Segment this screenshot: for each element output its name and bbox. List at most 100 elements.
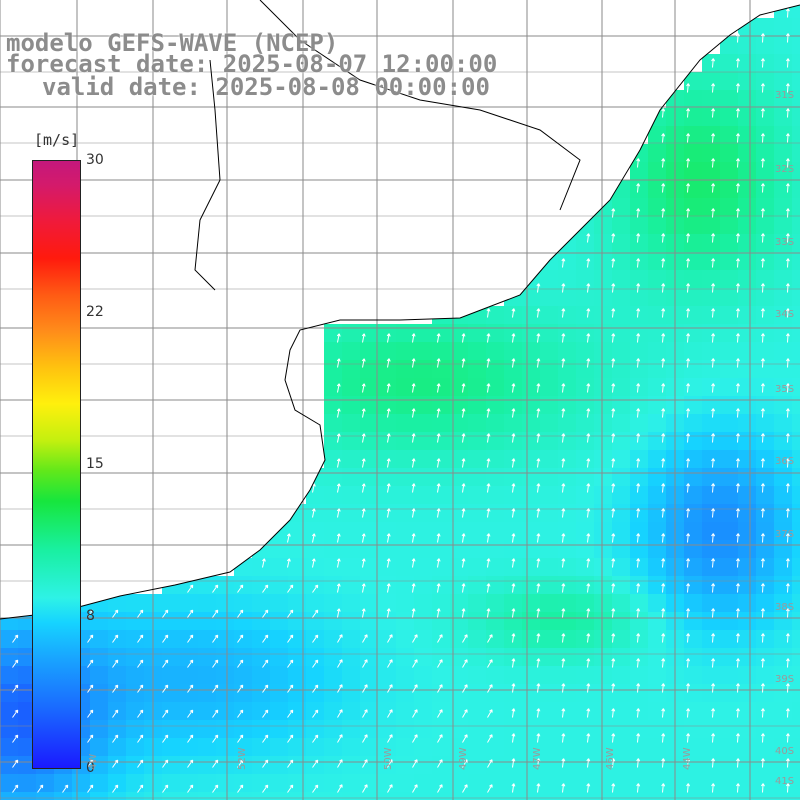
wind-speed-cell: [738, 54, 757, 73]
wind-speed-cell: [738, 36, 757, 55]
wind-arrow: [212, 634, 219, 643]
wind-arrow: [461, 358, 466, 368]
wind-speed-cell: [558, 324, 577, 343]
wind-arrow: [212, 709, 219, 718]
wind-arrow: [636, 408, 641, 418]
wind-speed-cell: [396, 648, 415, 667]
latitude-label: 39S: [775, 674, 795, 685]
wind-speed-cell: [720, 504, 739, 523]
wind-arrow: [336, 458, 341, 468]
wind-speed-cell: [324, 342, 343, 361]
wind-speed-cell: [108, 666, 127, 685]
wind-speed-cell: [756, 450, 775, 469]
wind-speed-cell: [792, 468, 800, 487]
wind-speed-cell: [684, 738, 703, 757]
wind-arrow: [735, 283, 740, 293]
wind-speed-cell: [594, 216, 613, 235]
wind-speed-cell: [360, 414, 379, 433]
wind-speed-cell: [450, 738, 469, 757]
wind-speed-cell: [648, 612, 667, 631]
wind-speed-cell: [774, 216, 793, 235]
wind-arrow: [461, 583, 466, 593]
wind-arrow: [437, 634, 443, 643]
wind-speed-cell: [738, 432, 757, 451]
wind-speed-cell: [504, 558, 523, 577]
wind-speed-cell: [522, 792, 541, 800]
wind-speed-cell: [630, 306, 649, 325]
wind-arrow: [336, 608, 341, 618]
wind-speed-cell: [612, 198, 631, 217]
wind-speed-cell: [738, 180, 757, 199]
wind-speed-cell: [738, 576, 757, 595]
wind-arrow: [386, 433, 391, 443]
wind-speed-cell: [576, 774, 595, 793]
wind-speed-cell: [558, 288, 577, 307]
wind-speed-cell: [720, 558, 739, 577]
wind-speed-cell: [738, 234, 757, 253]
wind-speed-cell: [540, 324, 559, 343]
wind-arrow: [735, 683, 740, 693]
latitude-label: 40S: [775, 746, 795, 757]
wind-arrow: [486, 358, 491, 368]
wind-arrow: [785, 33, 790, 43]
wind-arrow: [586, 358, 591, 368]
wind-speed-cell: [324, 522, 343, 541]
wind-speed-cell: [54, 774, 73, 793]
wind-speed-cell: [702, 396, 721, 415]
wind-arrow: [785, 483, 790, 493]
wind-speed-cell: [792, 540, 800, 559]
wind-speed-cell: [216, 702, 235, 721]
wind-arrow: [287, 634, 294, 643]
wind-arrow: [760, 58, 765, 68]
wind-speed-cell: [792, 342, 800, 361]
wind-arrow: [536, 508, 541, 518]
wind-arrow: [760, 783, 765, 793]
wind-speed-cell: [702, 684, 721, 703]
wind-speed-cell: [756, 360, 775, 379]
wind-speed-cell: [738, 774, 757, 793]
wind-arrow: [586, 758, 591, 768]
wind-speed-cell: [702, 432, 721, 451]
wind-arrow: [785, 383, 790, 393]
wind-speed-cell: [486, 738, 505, 757]
wind-arrow: [262, 584, 269, 593]
wind-speed-cell: [450, 630, 469, 649]
wind-arrow: [511, 558, 516, 568]
wind-speed-cell: [432, 378, 451, 397]
wind-speed-cell: [684, 342, 703, 361]
wind-speed-cell: [648, 666, 667, 685]
wind-speed-cell: [378, 792, 397, 800]
wind-speed-cell: [792, 288, 800, 307]
wind-arrow: [586, 383, 591, 393]
wind-speed-cell: [576, 702, 595, 721]
wind-speed-cell: [540, 540, 559, 559]
longitude-label: 49W: [458, 747, 469, 770]
wind-speed-cell: [468, 396, 487, 415]
wind-speed-cell: [702, 144, 721, 163]
wind-speed-cell: [756, 702, 775, 721]
wind-speed-cell: [432, 576, 451, 595]
wind-arrow: [661, 158, 666, 168]
wind-speed-cell: [342, 432, 361, 451]
wind-speed-cell: [108, 648, 127, 667]
wind-speed-cell: [216, 630, 235, 649]
wind-speed-cell: [324, 684, 343, 703]
wind-speed-cell: [684, 108, 703, 127]
wind-arrow: [162, 759, 169, 768]
wind-speed-cell: [756, 432, 775, 451]
wind-speed-cell: [594, 756, 613, 775]
wind-speed-cell: [756, 252, 775, 271]
wind-arrow: [237, 784, 244, 793]
wind-arrow: [785, 783, 790, 793]
wind-speed-cell: [684, 468, 703, 487]
wind-speed-cell: [738, 720, 757, 739]
wind-speed-cell: [306, 540, 325, 559]
wind-arrow: [112, 784, 119, 793]
wind-speed-cell: [612, 522, 631, 541]
wind-speed-cell: [342, 684, 361, 703]
wind-speed-cell: [576, 558, 595, 577]
wind-speed-cell: [540, 270, 559, 289]
wind-speed-cell: [270, 702, 289, 721]
wind-speed-cell: [756, 378, 775, 397]
wind-arrow: [511, 658, 516, 668]
